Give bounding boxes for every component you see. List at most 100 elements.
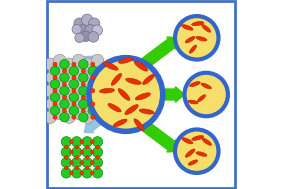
Circle shape	[82, 84, 94, 97]
Circle shape	[72, 157, 82, 168]
Ellipse shape	[190, 81, 200, 87]
Circle shape	[46, 71, 58, 84]
Circle shape	[72, 102, 76, 106]
Circle shape	[93, 94, 106, 106]
Ellipse shape	[135, 93, 151, 100]
Circle shape	[70, 161, 73, 164]
Circle shape	[82, 157, 92, 168]
Circle shape	[50, 93, 60, 102]
Ellipse shape	[143, 74, 155, 84]
Circle shape	[72, 89, 76, 93]
Circle shape	[62, 69, 67, 73]
Circle shape	[79, 86, 88, 95]
Circle shape	[55, 94, 68, 106]
Circle shape	[54, 81, 66, 93]
Circle shape	[184, 73, 228, 116]
Circle shape	[91, 62, 95, 66]
Circle shape	[82, 137, 92, 147]
FancyArrow shape	[84, 103, 121, 133]
Circle shape	[74, 94, 87, 106]
Circle shape	[75, 156, 79, 159]
Ellipse shape	[139, 109, 154, 114]
Circle shape	[88, 66, 98, 76]
Ellipse shape	[196, 152, 207, 156]
Circle shape	[91, 89, 95, 93]
Circle shape	[63, 58, 75, 70]
Circle shape	[89, 58, 163, 131]
Ellipse shape	[202, 24, 211, 32]
Ellipse shape	[134, 119, 144, 131]
Ellipse shape	[126, 78, 141, 84]
FancyArrow shape	[130, 113, 179, 152]
Circle shape	[92, 137, 103, 147]
Circle shape	[85, 166, 89, 170]
Circle shape	[69, 66, 79, 76]
Circle shape	[72, 115, 76, 119]
Ellipse shape	[111, 73, 122, 85]
Circle shape	[91, 81, 104, 93]
Circle shape	[44, 58, 56, 70]
Circle shape	[96, 145, 100, 149]
Ellipse shape	[118, 57, 133, 64]
Circle shape	[81, 14, 93, 26]
Circle shape	[82, 58, 94, 70]
Circle shape	[80, 171, 84, 175]
Circle shape	[65, 98, 77, 110]
Circle shape	[82, 168, 92, 178]
Circle shape	[46, 98, 58, 110]
Circle shape	[92, 147, 103, 157]
Circle shape	[88, 79, 98, 89]
Circle shape	[79, 60, 88, 69]
Circle shape	[60, 60, 69, 69]
Circle shape	[65, 166, 68, 170]
Ellipse shape	[196, 36, 207, 41]
Circle shape	[72, 147, 82, 157]
Ellipse shape	[100, 88, 114, 93]
Circle shape	[93, 67, 106, 80]
Circle shape	[62, 82, 67, 86]
Circle shape	[89, 18, 100, 29]
Circle shape	[72, 168, 82, 178]
Circle shape	[69, 93, 79, 102]
Circle shape	[53, 62, 57, 66]
Circle shape	[72, 62, 76, 66]
Circle shape	[81, 69, 85, 73]
Circle shape	[92, 168, 103, 178]
Circle shape	[92, 25, 102, 36]
Circle shape	[65, 145, 68, 149]
Circle shape	[69, 79, 79, 89]
Circle shape	[90, 161, 94, 164]
Circle shape	[60, 99, 69, 109]
Circle shape	[84, 71, 96, 84]
Circle shape	[53, 115, 57, 119]
Ellipse shape	[125, 105, 138, 115]
Circle shape	[65, 156, 68, 159]
Circle shape	[81, 108, 85, 113]
Circle shape	[60, 86, 69, 95]
Circle shape	[82, 147, 92, 157]
Circle shape	[44, 111, 56, 123]
Circle shape	[79, 99, 88, 109]
Circle shape	[75, 145, 79, 149]
Circle shape	[69, 106, 79, 115]
Circle shape	[74, 67, 87, 80]
Ellipse shape	[201, 83, 212, 89]
Circle shape	[70, 140, 73, 144]
Circle shape	[88, 93, 98, 102]
Circle shape	[91, 75, 95, 80]
Circle shape	[54, 54, 66, 67]
Circle shape	[84, 98, 96, 110]
Ellipse shape	[192, 22, 204, 26]
Circle shape	[50, 79, 60, 89]
Ellipse shape	[192, 136, 204, 140]
Circle shape	[90, 140, 94, 144]
Circle shape	[44, 84, 56, 97]
Circle shape	[65, 71, 77, 84]
Circle shape	[81, 31, 91, 42]
Circle shape	[72, 75, 76, 80]
Circle shape	[62, 108, 67, 113]
Circle shape	[53, 89, 57, 93]
Ellipse shape	[185, 149, 195, 157]
FancyArrow shape	[141, 87, 184, 102]
Circle shape	[90, 150, 94, 154]
